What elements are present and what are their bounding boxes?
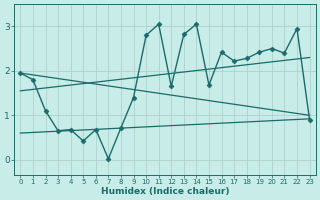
X-axis label: Humidex (Indice chaleur): Humidex (Indice chaleur) bbox=[101, 187, 229, 196]
